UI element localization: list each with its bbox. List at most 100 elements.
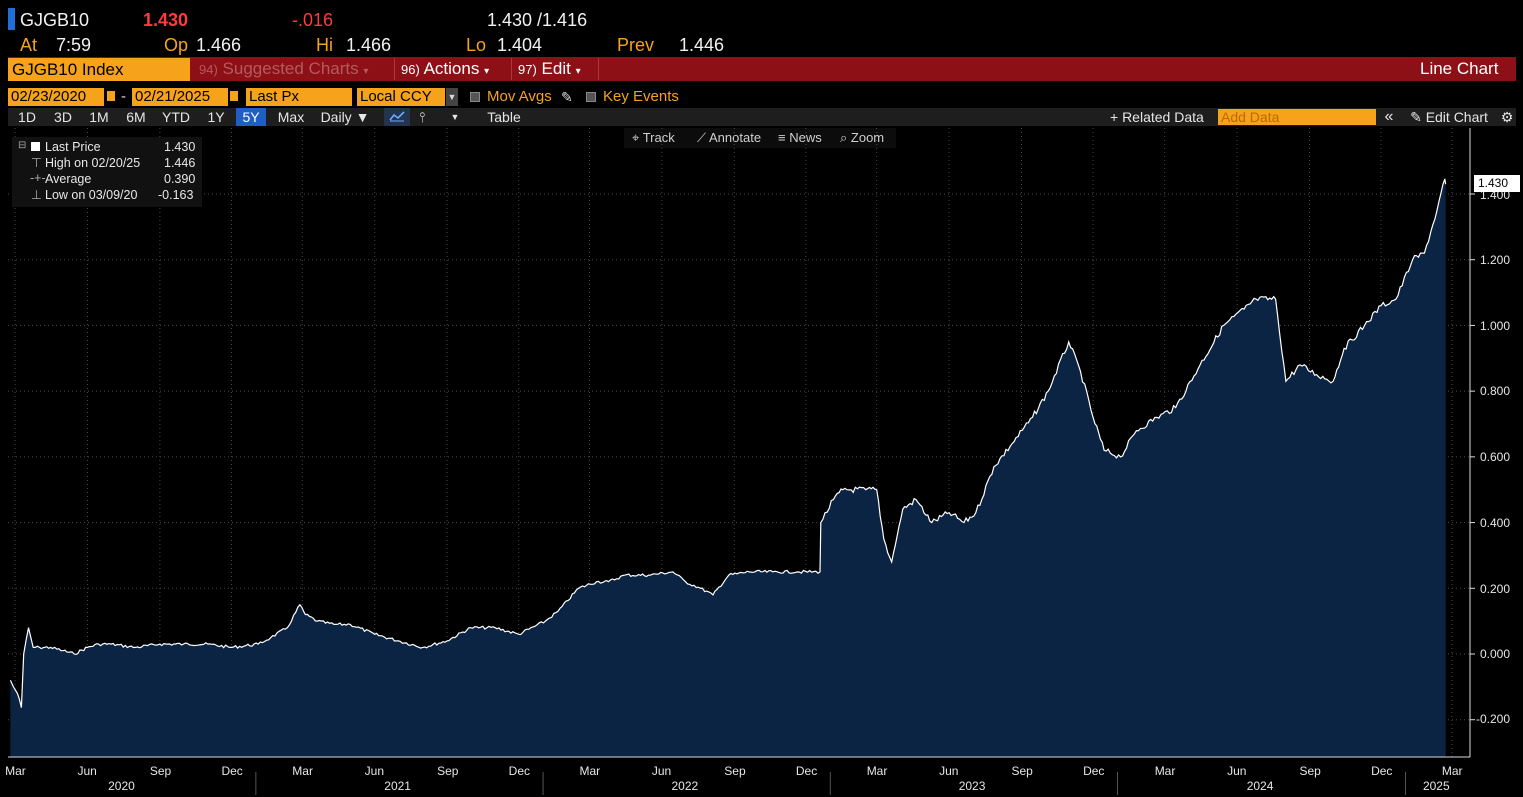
period-1d[interactable]: 1D: [18, 109, 36, 125]
chart-style-dropdown-icon[interactable]: ▼: [450, 112, 460, 122]
actions-label: Actions: [423, 59, 480, 78]
x-month-label: Dec: [221, 764, 243, 778]
table-button[interactable]: Table: [487, 109, 521, 125]
edit-chart-button[interactable]: ✎ Edit Chart: [1405, 108, 1493, 126]
legend: [12, 137, 202, 207]
suggested-charts-label: Suggested Charts: [222, 59, 359, 78]
x-month-label: Sep: [1299, 764, 1321, 778]
line-chart-glyph: [389, 111, 405, 122]
suggested-charts-menu[interactable]: 94) Suggested Charts ▾: [199, 57, 368, 81]
prev-value: 1.446: [679, 35, 725, 55]
annotate-icon: ⟋: [697, 130, 707, 145]
legend-value-low: -0.163: [158, 188, 194, 202]
chart-type-label[interactable]: Line Chart: [1420, 59, 1499, 78]
x-year-label: 2025: [1422, 779, 1450, 793]
key-events-checkbox[interactable]: [586, 92, 596, 102]
y-tick-label: 0.000: [1480, 647, 1511, 661]
last-price-tag: 1.430: [1474, 175, 1520, 192]
low-marker-icon: ⊥: [31, 188, 42, 202]
annotate-tool[interactable]: ⟋ Annotate: [697, 130, 761, 146]
x-month-label: Sep: [149, 764, 172, 778]
zoom-tool[interactable]: ⌕ Zoom: [840, 130, 884, 146]
high-marker-icon: ⊤: [31, 156, 42, 170]
x-month-label: Jun: [77, 764, 97, 778]
legend-label-low: Low on 03/09/20: [45, 188, 138, 202]
suggested-charts-number: 94): [199, 62, 218, 77]
actions-menu[interactable]: 96) Actions ▾: [401, 57, 489, 81]
collapse-legend-icon[interactable]: ⊟: [18, 140, 27, 151]
key-events-label[interactable]: Key Events: [603, 88, 679, 105]
x-month-label: Mar: [866, 764, 888, 778]
x-month-label: Dec: [508, 764, 531, 778]
mov-avgs-label[interactable]: Mov Avgs: [487, 88, 552, 105]
frequency-select[interactable]: Daily ▼: [320, 109, 370, 125]
price-line: [9, 178, 1447, 708]
chart-tools-bar: [624, 128, 896, 148]
pencil-icon[interactable]: ✎: [561, 89, 573, 105]
legend-label-high: High on 02/20/25: [45, 156, 141, 170]
caret-down-icon: ▾: [575, 66, 581, 77]
menu-divider: [394, 58, 395, 80]
last-price-swatch: [31, 142, 40, 151]
x-year-label: 2022: [671, 779, 699, 793]
legend-value-last-price: 1.430: [164, 140, 196, 154]
x-year-label: 2020: [108, 779, 135, 793]
start-date-field[interactable]: 02/23/2020: [8, 88, 104, 106]
crosshair-icon: ⌖: [632, 130, 640, 145]
calendar-icon[interactable]: [106, 90, 116, 102]
x-month-label: Dec: [795, 764, 818, 778]
end-date-field[interactable]: 02/21/2025: [132, 88, 228, 106]
gear-icon[interactable]: ⚙: [1500, 109, 1514, 125]
track-tool[interactable]: ⌖ Track: [632, 130, 675, 146]
edit-number: 97): [518, 62, 537, 77]
edit-label: Edit: [541, 59, 571, 78]
x-year-label: 2024: [1246, 779, 1274, 793]
y-tick-label: 0.200: [1480, 582, 1511, 596]
mov-avgs-checkbox[interactable]: [470, 92, 480, 102]
security-field[interactable]: GJGB10 Index: [8, 58, 190, 81]
at-label: At: [20, 35, 38, 55]
pencil-icon: ✎: [1410, 109, 1422, 125]
annotate-label: Annotate: [709, 130, 762, 145]
period-1m[interactable]: 1M: [89, 109, 109, 125]
high-label: Hi: [316, 35, 333, 55]
currency-dropdown-icon[interactable]: ▼: [446, 88, 458, 106]
track-label: Track: [642, 130, 675, 145]
period-ytd[interactable]: YTD: [162, 109, 190, 125]
menu-divider: [511, 58, 512, 80]
y-tick-label: -0.200: [1476, 712, 1511, 726]
period-1y[interactable]: 1Y: [207, 109, 225, 125]
x-month-label: Dec: [1371, 764, 1393, 778]
x-month-label: Jun: [1227, 764, 1247, 778]
currency-select[interactable]: Local CCY: [357, 88, 445, 106]
related-data-button[interactable]: + Related Data: [1110, 109, 1204, 125]
menu-bar: [8, 57, 1516, 81]
caret-down-icon: ▾: [484, 66, 490, 77]
y-tick-label: 0.400: [1480, 516, 1511, 530]
high-value: 1.466: [346, 35, 392, 55]
edit-chart-label: Edit Chart: [1425, 109, 1488, 125]
collapse-icon[interactable]: «: [1384, 108, 1394, 125]
calendar-icon[interactable]: [229, 90, 239, 102]
candlestick-icon[interactable]: ⫯: [418, 109, 426, 125]
period-max[interactable]: Max: [277, 109, 305, 125]
news-tool[interactable]: ≡ News: [778, 130, 822, 146]
x-month-label: Mar: [1441, 764, 1463, 778]
actions-number: 96): [401, 62, 420, 77]
low-label: Lo: [466, 35, 487, 55]
ticker: GJGB10: [20, 10, 90, 30]
period-6m[interactable]: 6M: [126, 109, 146, 125]
edit-menu[interactable]: 97) Edit ▾: [518, 57, 581, 81]
period-3d[interactable]: 3D: [54, 109, 72, 125]
y-tick-label: 1.000: [1480, 319, 1511, 333]
line-chart-icon[interactable]: [384, 108, 410, 126]
x-month-label: Mar: [1154, 764, 1176, 778]
menu-divider: [598, 58, 599, 80]
add-data-input[interactable]: Add Data: [1218, 109, 1376, 125]
period-5y[interactable]: 5Y: [236, 108, 266, 126]
price-field-select[interactable]: Last Px: [246, 88, 352, 106]
y-tick-label: 1.200: [1480, 253, 1511, 267]
x-month-label: Mar: [292, 764, 313, 778]
y-tick-label: 0.800: [1480, 384, 1511, 398]
